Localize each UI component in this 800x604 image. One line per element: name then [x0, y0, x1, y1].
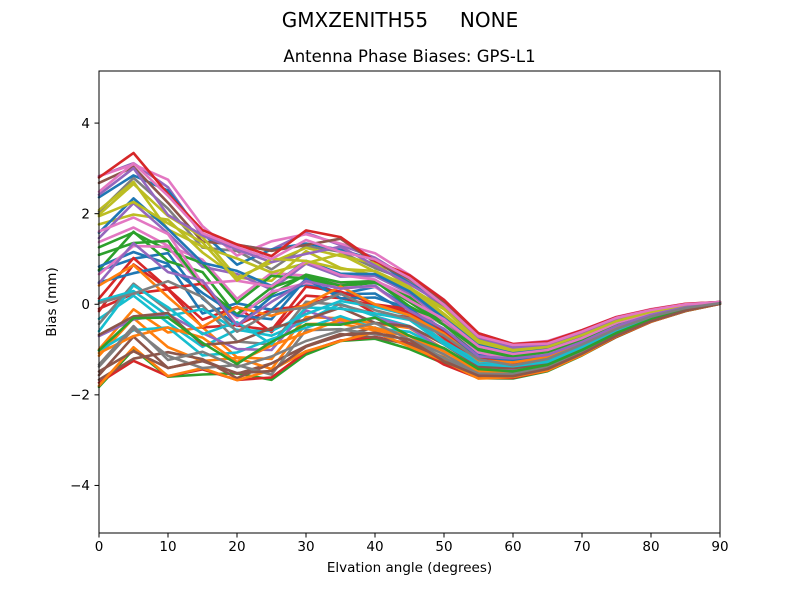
y-tick-label: 0 — [81, 297, 90, 313]
x-tick-label: 60 — [504, 539, 521, 555]
y-tick-label: 2 — [81, 206, 90, 222]
series-line — [97, 302, 722, 378]
y-tick-label: −2 — [70, 388, 90, 404]
x-tick-label: 90 — [711, 539, 728, 555]
figure-suptitle: GMXZENITH55 NONE — [282, 8, 518, 32]
series-line — [97, 200, 722, 353]
series-line — [97, 162, 722, 347]
x-tick-label: 40 — [366, 539, 383, 555]
x-tick-label: 0 — [95, 539, 104, 555]
y-tick-label: 4 — [81, 116, 90, 132]
y-tick-label: −4 — [70, 478, 90, 494]
x-tick-label: 10 — [159, 539, 176, 555]
x-tick-label: 80 — [642, 539, 659, 555]
series-line — [97, 241, 722, 360]
series-line — [97, 216, 722, 356]
y-axis-label: Bias (mm) — [44, 267, 60, 336]
x-tick-label: 70 — [573, 539, 590, 555]
series-line — [97, 279, 722, 367]
x-tick-label: 30 — [297, 539, 314, 555]
axis-ticks: 0 10 20 30 40 50 60 70 80 90 −4 −2 0 2 4 — [70, 116, 729, 555]
line-series-group — [97, 151, 722, 389]
plot-frame — [98, 70, 721, 534]
x-tick-label: 50 — [435, 539, 452, 555]
x-axis-label: Elvation angle (degrees) — [327, 560, 492, 576]
series-line — [97, 302, 722, 373]
axes-title: Antenna Phase Biases: GPS-L1 — [283, 47, 535, 66]
x-tick-label: 20 — [228, 539, 245, 555]
